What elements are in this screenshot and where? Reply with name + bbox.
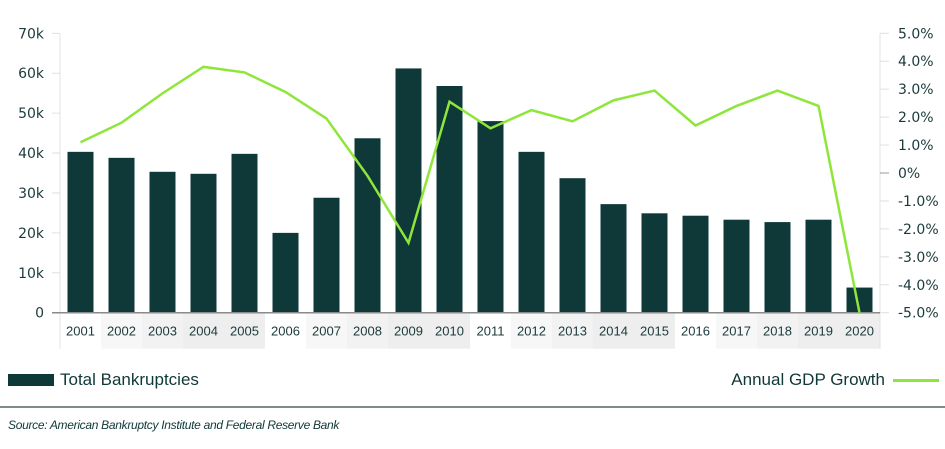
bar-2017 [723, 219, 750, 313]
left-tick-label: 30k [18, 186, 45, 202]
left-tick-label: 20k [18, 226, 45, 242]
right-tick-label: -4.0% [898, 278, 939, 294]
bar-2019 [805, 219, 832, 313]
x-band [347, 312, 388, 349]
bar-2007 [313, 197, 340, 313]
bar-2006 [272, 232, 299, 313]
x-tick-label: 2012 [517, 324, 546, 339]
x-band [634, 312, 675, 349]
x-band [306, 312, 347, 349]
x-tick-label: 2008 [353, 324, 382, 339]
x-band [265, 312, 306, 349]
x-band [552, 312, 593, 349]
x-band [101, 312, 142, 349]
right-tick-label: 5.0% [898, 26, 934, 42]
x-tick-label: 2016 [681, 324, 710, 339]
right-tick-label: 4.0% [898, 54, 934, 70]
right-tick-label: 2.0% [898, 110, 934, 126]
x-band [470, 312, 511, 349]
x-tick-label: 2020 [845, 324, 874, 339]
x-tick-label: 2013 [558, 324, 587, 339]
combo-chart: 0 10k 20k 30k 40k 50k 60k 70k -5.0% -4.0% -3.0% -2.… [18, 26, 939, 349]
x-band [593, 312, 634, 349]
left-tick-label: 0 [35, 306, 44, 322]
left-tick-label: 50k [18, 106, 45, 122]
source-note: Source: American Bankruptcy Institute an… [8, 418, 340, 432]
x-tick-label: 2017 [722, 324, 751, 339]
x-tick-label: 2018 [763, 324, 792, 339]
divider [0, 406, 945, 408]
x-band [183, 312, 224, 349]
x-tick-label: 2006 [271, 324, 300, 339]
right-tick-label: 0% [898, 166, 920, 182]
x-band [142, 312, 183, 349]
right-tick-label: -3.0% [898, 250, 939, 266]
bar-2004 [190, 173, 217, 313]
bar-2018 [764, 222, 791, 313]
x-band [224, 312, 265, 349]
x-band [60, 312, 101, 349]
left-tick-label: 10k [18, 266, 45, 282]
bar-2014 [600, 204, 627, 313]
bar-2008 [354, 138, 381, 313]
x-band [798, 312, 839, 349]
right-tick-label: 1.0% [898, 138, 934, 154]
bar-2009 [395, 68, 422, 313]
right-tick-label: 3.0% [898, 82, 934, 98]
right-tick-label: -1.0% [898, 194, 939, 210]
bar-2016 [682, 215, 709, 313]
left-tick-label: 60k [18, 66, 45, 82]
x-band [839, 312, 880, 349]
x-tick-label: 2015 [640, 324, 669, 339]
bar-2001 [67, 151, 94, 313]
x-tick-label: 2014 [599, 324, 628, 339]
legend-gdp-label: Annual GDP Growth [731, 370, 885, 389]
right-tick-label: -5.0% [898, 306, 939, 322]
bar-2015 [641, 213, 668, 313]
x-band [716, 312, 757, 349]
bar-2010 [436, 85, 463, 313]
x-tick-label: 2010 [435, 324, 464, 339]
bar-2013 [559, 178, 586, 313]
legend-gdp: Annual GDP Growth [731, 370, 939, 390]
left-tick-label: 40k [18, 146, 45, 162]
x-tick-label: 2007 [312, 324, 341, 339]
left-tick-label: 70k [18, 26, 45, 42]
x-tick-label: 2011 [477, 324, 505, 339]
right-tick-label: -2.0% [898, 222, 939, 238]
x-band [675, 312, 716, 349]
x-band [388, 312, 429, 349]
x-tick-label: 2003 [148, 324, 177, 339]
x-tick-label: 2001 [66, 324, 95, 339]
bar-2003 [149, 171, 176, 313]
bar-2011 [477, 121, 504, 313]
x-tick-label: 2002 [107, 324, 136, 339]
bar-2012 [518, 151, 545, 313]
x-tick-label: 2009 [394, 324, 423, 339]
x-band [511, 312, 552, 349]
legend-bar-swatch [8, 374, 54, 386]
bar-2002 [108, 157, 135, 313]
x-tick-label: 2004 [189, 324, 218, 339]
x-tick-label: 2005 [230, 324, 259, 339]
bar-2005 [231, 153, 258, 313]
legend-bankruptcies-label: Total Bankruptcies [60, 370, 199, 389]
x-band [429, 312, 470, 349]
x-tick-label: 2019 [804, 324, 833, 339]
x-band [757, 312, 798, 349]
gdp-growth-line [79, 65, 861, 313]
legend-bankruptcies: Total Bankruptcies [8, 370, 199, 390]
legend-line-swatch [893, 378, 939, 382]
